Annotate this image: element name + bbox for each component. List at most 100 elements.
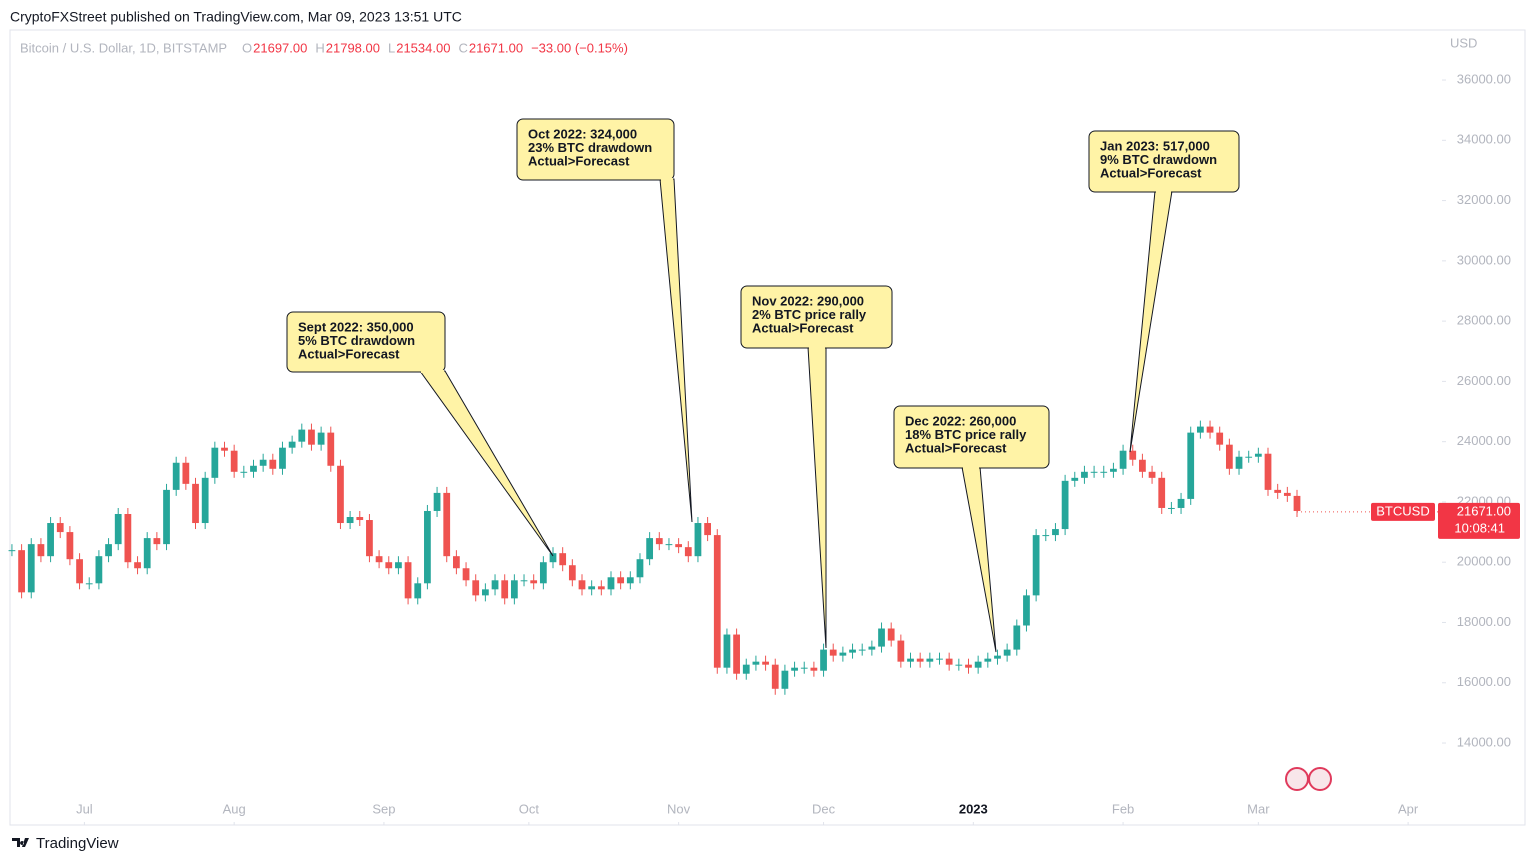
candle-body [1206, 426, 1214, 433]
candle-body [1013, 625, 1021, 650]
ohlc-key: H [315, 40, 324, 55]
candle-body [994, 655, 1001, 659]
x-tick-label: Aug [223, 801, 246, 816]
candle-body [945, 658, 953, 665]
candle-body [404, 562, 412, 599]
y-tick-label: 34000.00 [1457, 132, 1511, 147]
candle-body [356, 517, 364, 521]
callout-join [421, 370, 444, 373]
ohlc-key: L [388, 40, 395, 55]
candle-body [221, 447, 228, 451]
callout-join [661, 178, 673, 181]
candle-body [752, 661, 760, 665]
x-tick-label: Oct [519, 801, 540, 816]
price-tag-value: 21671.00 [1457, 503, 1511, 518]
candle-body [1196, 426, 1204, 433]
candle-body [597, 586, 605, 590]
candle-body [1216, 432, 1224, 445]
candle-body [424, 510, 431, 584]
candle-body [1081, 471, 1088, 478]
candle-body [95, 556, 103, 584]
candle-body [665, 544, 673, 546]
candle-body [839, 652, 847, 656]
candle-body [1100, 471, 1108, 473]
candle-body [607, 577, 615, 590]
candle-body [810, 667, 818, 671]
candle-body [153, 538, 161, 545]
candle-body [791, 667, 798, 671]
publisher: CryptoFXStreet published on TradingView.… [10, 9, 462, 25]
candle-body [1293, 495, 1301, 511]
candle-body [163, 489, 170, 545]
candle-body [1061, 480, 1069, 530]
ticker-bg [1371, 502, 1435, 521]
candle-body [491, 580, 499, 590]
candle-body [887, 628, 895, 641]
x-tick-label: Apr [1398, 801, 1419, 816]
callout-text: 18% BTC price rally [905, 427, 1027, 442]
y-tick-label: 36000.00 [1457, 71, 1511, 86]
ohlc-change: −33.00 (−0.15%) [531, 40, 628, 55]
y-tick-label: 20000.00 [1457, 554, 1511, 569]
candle-body [76, 559, 83, 584]
x-tick-label: Jul [76, 801, 93, 816]
candle-body [965, 664, 972, 668]
candle-body [617, 577, 625, 584]
candle-body [337, 465, 344, 524]
candle-body [143, 538, 151, 569]
price-tag-countdown: 10:08:41 [1454, 520, 1505, 535]
candle-body [56, 523, 64, 533]
candle-body [820, 649, 827, 671]
candle-body [1071, 477, 1079, 481]
candle-body [1148, 471, 1156, 478]
ticker: BTCUSD [1376, 503, 1429, 518]
callout-text: Oct 2022: 324,000 [528, 126, 637, 141]
x-tick-label: Dec [812, 801, 836, 816]
candle-body [443, 492, 451, 557]
candle-body [800, 667, 808, 669]
candle-body [916, 658, 924, 662]
candle-body [723, 634, 731, 668]
candle-body [858, 649, 866, 651]
candle-body [172, 462, 180, 490]
callout-join [809, 346, 825, 349]
candle-body [588, 586, 596, 590]
candle-body [984, 658, 992, 662]
candle-body [1274, 489, 1282, 493]
callout-box [516, 118, 675, 181]
candle-body [395, 562, 402, 569]
candle-body [279, 447, 286, 469]
currency: USD [1450, 35, 1477, 50]
candle-body [1187, 432, 1195, 499]
price-tag [1438, 502, 1520, 539]
candle-body [317, 432, 325, 445]
candle-body [897, 640, 905, 662]
candle-body [240, 471, 248, 473]
candle-body [366, 520, 373, 557]
candle-body [1158, 477, 1166, 508]
candle-body [530, 580, 538, 584]
candle-body [655, 538, 663, 545]
candle-body [626, 577, 634, 584]
callout-text: 23% BTC drawdown [528, 140, 652, 155]
callout-text: 5% BTC drawdown [298, 333, 415, 348]
event-icon [1308, 767, 1332, 791]
candle-body [684, 547, 692, 557]
candle-body [742, 664, 750, 674]
callout-text: 9% BTC drawdown [1100, 152, 1217, 167]
candle-body [733, 634, 740, 674]
candle-body [510, 580, 518, 599]
ohlc-value: 21798.00 [326, 40, 380, 55]
candle-body [1042, 535, 1050, 537]
candle-body [375, 556, 383, 563]
candle-body [974, 661, 982, 668]
ohlc-value: 21697.00 [253, 40, 307, 55]
candle-body [646, 538, 654, 560]
candle-body [1254, 453, 1262, 457]
x-tick-label: Mar [1247, 801, 1270, 816]
candle-body [433, 492, 441, 511]
candle-body [578, 580, 586, 590]
candle-body [1283, 492, 1291, 496]
ohlc-key: C [458, 40, 467, 55]
